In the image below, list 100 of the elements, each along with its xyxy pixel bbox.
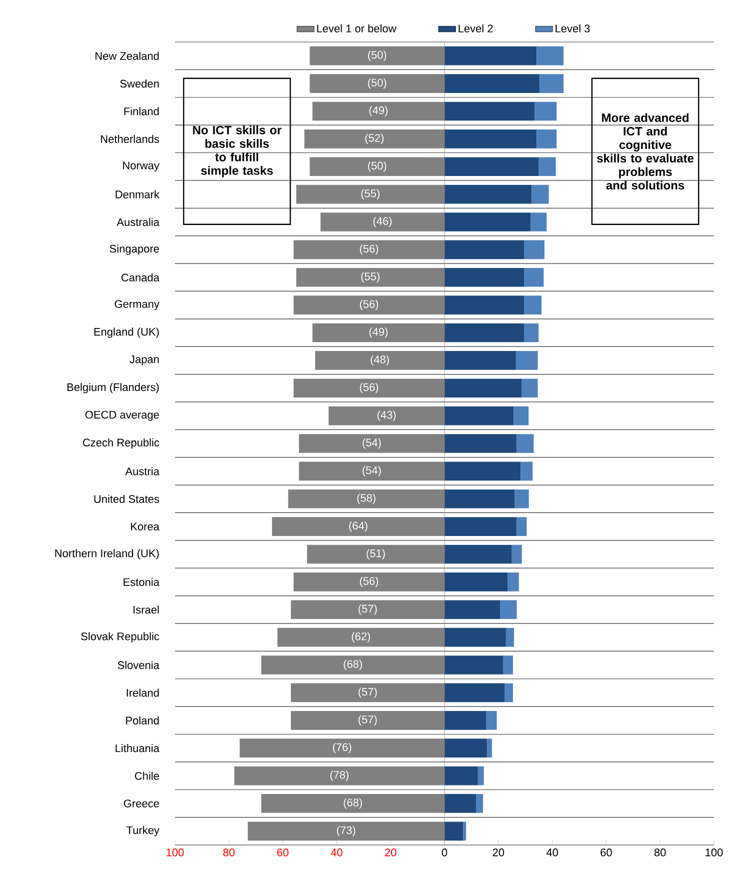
x-tick-label: 100: [166, 848, 184, 856]
y-tick-label: Estonia: [124, 578, 160, 586]
annotation: No ICT skills or basic skills to fulfill simple tasks: [193, 126, 282, 178]
bar: [444, 323, 524, 342]
y-tick-label: Turkey: [126, 826, 160, 836]
bar: [444, 296, 524, 314]
bar: [444, 268, 524, 287]
legend-label: Level 2: [458, 24, 493, 32]
data-label: (52): [365, 134, 384, 144]
y-tick-label: Australia: [116, 218, 160, 226]
data-label: (55): [361, 272, 380, 282]
bar: [504, 683, 513, 702]
y-tick-label: Belgium (Flanders): [67, 383, 159, 394]
bar: [444, 434, 517, 453]
data-label: (54): [362, 466, 381, 476]
bar: [463, 822, 466, 841]
bar: [444, 710, 486, 730]
x-tick-label: 100: [706, 848, 723, 856]
y-tick-label: United States: [94, 494, 160, 503]
data-label: (68): [344, 660, 362, 670]
bar: [487, 738, 492, 758]
data-label: (49): [369, 106, 388, 116]
bar: [540, 74, 564, 93]
legend-label: Level 3: [556, 24, 590, 32]
y-tick-label: Chile: [134, 772, 159, 780]
bar: [508, 572, 519, 592]
bar: [444, 184, 532, 204]
bar: [524, 268, 544, 287]
data-label: (57): [358, 604, 377, 615]
data-label: (57): [358, 715, 377, 726]
bar: [512, 544, 522, 564]
y-tick-label: Northern Ireland (UK): [55, 549, 159, 560]
bar: [444, 378, 522, 398]
data-label: (50): [368, 161, 386, 172]
data-label: (64): [349, 521, 368, 532]
bar: [524, 296, 542, 314]
x-tick-label: 80: [654, 848, 666, 856]
y-tick-label: Korea: [131, 522, 160, 530]
y-tick-label: Finland: [124, 107, 159, 116]
bar: [444, 628, 506, 647]
y-tick-label: England (UK): [94, 328, 159, 338]
bar: [444, 157, 539, 176]
bar: [444, 102, 535, 121]
y-tick-label: Norway: [123, 162, 160, 172]
data-label: (68): [344, 798, 362, 809]
bar: [476, 794, 484, 813]
y-tick-label: Poland: [126, 716, 159, 724]
y-tick-label: Sweden: [120, 80, 159, 88]
data-label: (46): [373, 216, 392, 228]
bar: [478, 766, 484, 786]
bar: [444, 351, 516, 370]
x-tick-label: 60: [277, 848, 288, 856]
y-tick-label: Slovenia: [118, 660, 160, 670]
bar: [444, 822, 464, 841]
bar: [444, 46, 537, 66]
data-label: (56): [360, 244, 378, 255]
y-tick-label: Singapore: [110, 244, 159, 255]
bar: [516, 351, 538, 370]
bar: [444, 683, 505, 702]
x-tick-label: 0: [442, 848, 448, 856]
annotation: More advanced ICT and cognitive skills to evaluate problems and solutions: [597, 113, 694, 190]
data-label: (76): [332, 742, 352, 754]
bar: [516, 434, 534, 453]
data-label: (55): [361, 189, 380, 200]
bar: [444, 74, 540, 93]
bar: [520, 462, 533, 481]
data-label: (43): [377, 410, 396, 421]
x-tick-label: 60: [600, 848, 612, 856]
bar: [444, 489, 515, 508]
data-label: (56): [360, 383, 378, 394]
y-tick-label: Ireland: [126, 688, 159, 697]
bar: [444, 738, 488, 758]
data-label: (56): [360, 300, 378, 310]
data-label: (48): [370, 355, 389, 366]
bar: [536, 130, 557, 148]
bar: [524, 240, 544, 260]
bar: [532, 184, 549, 204]
y-tick-label: Japan: [130, 356, 159, 366]
bar: [444, 406, 514, 426]
y-tick-label: Slovak Republic: [81, 632, 160, 642]
bar: [514, 489, 529, 508]
y-tick-label: OECD average: [85, 410, 159, 421]
bar: [444, 600, 500, 620]
data-label: (54): [362, 438, 381, 449]
bar: [444, 212, 530, 232]
bar: [444, 544, 512, 564]
y-tick-label: Denmark: [116, 190, 160, 198]
data-label: (50): [368, 78, 386, 89]
bar: [524, 323, 539, 342]
bar: [514, 406, 529, 426]
data-label: (49): [369, 328, 388, 338]
x-tick-label: 80: [223, 848, 235, 856]
bar: [516, 517, 527, 536]
y-tick-label: Greece: [124, 800, 159, 808]
y-tick-label: Lithuania: [116, 744, 160, 752]
y-tick-label: New Zealand: [96, 52, 159, 60]
bar: [522, 378, 538, 398]
bar: [502, 656, 513, 674]
y-tick-label: Netherlands: [101, 134, 160, 143]
bar: [444, 240, 524, 260]
